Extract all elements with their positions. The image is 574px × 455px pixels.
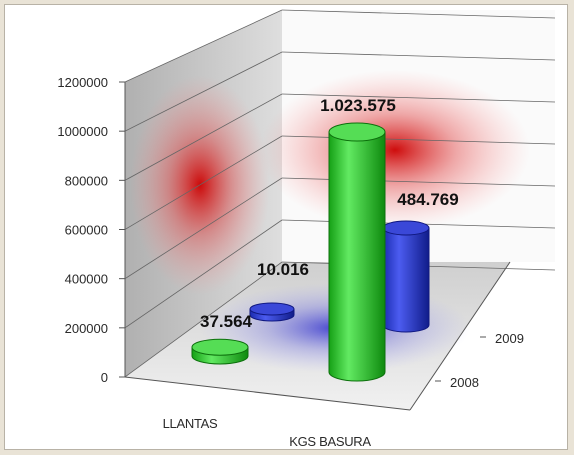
bar-top (249, 302, 295, 316)
gridline-back (281, 135, 556, 145)
category-labels: LLANTAS KGS BASURA (163, 416, 372, 449)
data-label: 484.769 (397, 190, 458, 209)
bar-2009-kgs-basura (382, 220, 430, 333)
gridline-left (124, 219, 283, 329)
gridline-back (281, 177, 556, 187)
depth-tick-label: 2008 (450, 375, 479, 390)
y-tick-label: 800000 (65, 173, 108, 188)
depth-axis-ticks: 2008 2009 (435, 331, 524, 390)
depth-tick-label: 2009 (495, 331, 524, 346)
bar-2009-llantas (249, 302, 295, 322)
bar-body (382, 227, 430, 333)
back-wall-glow (260, 70, 530, 230)
gridline-left (124, 261, 283, 378)
data-label: 1.023.575 (320, 96, 396, 115)
bar-top (191, 338, 249, 356)
y-tick-label: 1000000 (57, 124, 108, 139)
bar-top (382, 220, 430, 236)
gridline-left (124, 93, 283, 181)
gridline-left (124, 51, 283, 132)
y-tick-label: 1200000 (57, 75, 108, 90)
y-tick-label: 200000 (65, 321, 108, 336)
data-label: 37.564 (200, 312, 253, 331)
gridline-left (124, 9, 283, 83)
y-axis-ticks: 0 200000 400000 600000 800000 1000000 1200000 (57, 75, 125, 385)
category-label: KGS BASURA (289, 434, 371, 449)
bar-top (328, 122, 386, 142)
gridline-back (281, 9, 556, 19)
gridline-back (281, 93, 556, 103)
data-label: 10.016 (257, 260, 309, 279)
x-axis-line (124, 376, 411, 411)
bar-2008-llantas (191, 338, 249, 365)
depth-axis-line (409, 261, 511, 411)
y-tick-label: 600000 (65, 223, 108, 238)
bar-2008-kgs-basura (328, 122, 386, 382)
y-tick-label: 0 (101, 370, 108, 385)
bar-body (328, 131, 386, 382)
gridline-left (124, 135, 283, 230)
data-labels: 37.564 1.023.575 10.016 484.769 (200, 96, 459, 331)
gridline-back (281, 51, 556, 61)
gridline-left (124, 177, 283, 280)
y-tick-label: 400000 (65, 272, 108, 287)
bars (191, 122, 430, 382)
category-label: LLANTAS (163, 416, 218, 431)
